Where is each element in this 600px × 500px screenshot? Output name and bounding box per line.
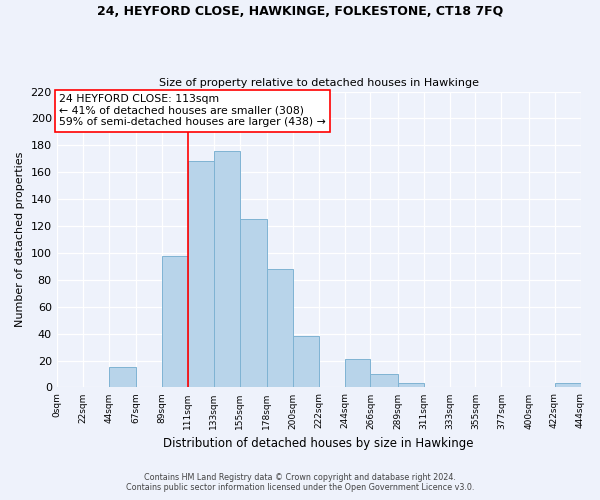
Text: 24 HEYFORD CLOSE: 113sqm
← 41% of detached houses are smaller (308)
59% of semi-: 24 HEYFORD CLOSE: 113sqm ← 41% of detach…	[59, 94, 326, 128]
Bar	[344, 359, 370, 388]
Text: 24, HEYFORD CLOSE, HAWKINGE, FOLKESTONE, CT18 7FQ: 24, HEYFORD CLOSE, HAWKINGE, FOLKESTONE,…	[97, 5, 503, 18]
Bar	[188, 162, 214, 388]
Y-axis label: Number of detached properties: Number of detached properties	[15, 152, 25, 327]
Bar	[239, 220, 266, 388]
Bar	[293, 336, 319, 388]
Text: Contains HM Land Registry data © Crown copyright and database right 2024.
Contai: Contains HM Land Registry data © Crown c…	[126, 473, 474, 492]
Title: Size of property relative to detached houses in Hawkinge: Size of property relative to detached ho…	[158, 78, 479, 88]
Bar	[398, 384, 424, 388]
Bar	[370, 374, 398, 388]
Bar	[214, 150, 239, 388]
Bar	[161, 256, 188, 388]
Bar	[109, 368, 136, 388]
Bar	[554, 384, 581, 388]
X-axis label: Distribution of detached houses by size in Hawkinge: Distribution of detached houses by size …	[163, 437, 474, 450]
Bar	[266, 269, 293, 388]
